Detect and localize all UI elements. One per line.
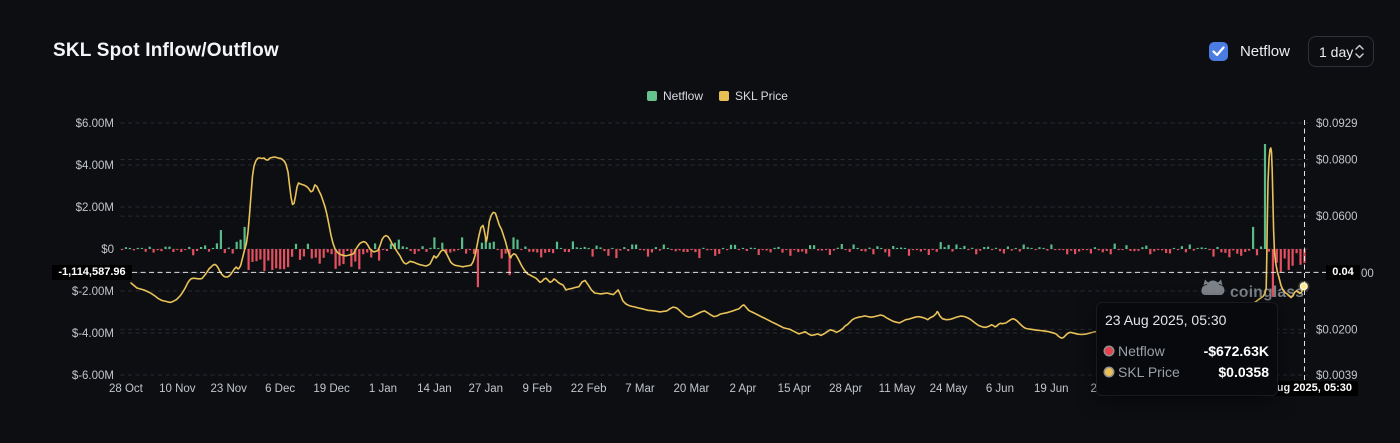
svg-text:$-6.00M: $-6.00M <box>72 370 114 382</box>
svg-text:00: 00 <box>1361 268 1374 280</box>
svg-text:7 Mar: 7 Mar <box>625 383 655 395</box>
svg-text:$0.0929: $0.0929 <box>1316 118 1358 130</box>
svg-text:$0: $0 <box>101 244 114 256</box>
svg-text:22 Feb: 22 Feb <box>571 383 607 395</box>
svg-text:coinglass: coinglass <box>1230 284 1304 301</box>
svg-text:$0.0039: $0.0039 <box>1316 370 1358 382</box>
svg-text:27 Jan: 27 Jan <box>469 383 504 395</box>
svg-text:24 May: 24 May <box>930 383 968 395</box>
svg-text:28 Apr: 28 Apr <box>829 383 862 395</box>
svg-text:11 May: 11 May <box>879 383 916 395</box>
svg-text:14 Jan: 14 Jan <box>417 383 452 395</box>
svg-text:9 Feb: 9 Feb <box>522 383 551 395</box>
svg-text:$0.0200: $0.0200 <box>1316 324 1358 336</box>
svg-text:$0.0800: $0.0800 <box>1316 155 1358 167</box>
svg-text:19 Jun: 19 Jun <box>1034 383 1069 395</box>
svg-text:$4.00M: $4.00M <box>76 160 114 172</box>
svg-text:28 Oct: 28 Oct <box>109 383 144 395</box>
svg-text:10 Nov: 10 Nov <box>159 383 196 395</box>
svg-text:19 Dec: 19 Dec <box>313 383 350 395</box>
svg-text:$2.00M: $2.00M <box>76 202 114 214</box>
svg-text:2 Apr: 2 Apr <box>729 383 756 395</box>
svg-text:6 Dec: 6 Dec <box>265 383 295 395</box>
svg-text:6 Jun: 6 Jun <box>986 383 1014 395</box>
svg-text:$6.00M: $6.00M <box>76 118 114 130</box>
svg-text:$0.0600: $0.0600 <box>1316 211 1358 223</box>
svg-text:20 Mar: 20 Mar <box>674 383 710 395</box>
svg-text:1 Jan: 1 Jan <box>369 383 397 395</box>
svg-text:$-4.00M: $-4.00M <box>72 328 114 340</box>
svg-text:23 Nov: 23 Nov <box>210 383 247 395</box>
svg-text:$-2.00M: $-2.00M <box>72 286 114 298</box>
svg-text:15 Apr: 15 Apr <box>778 383 811 395</box>
